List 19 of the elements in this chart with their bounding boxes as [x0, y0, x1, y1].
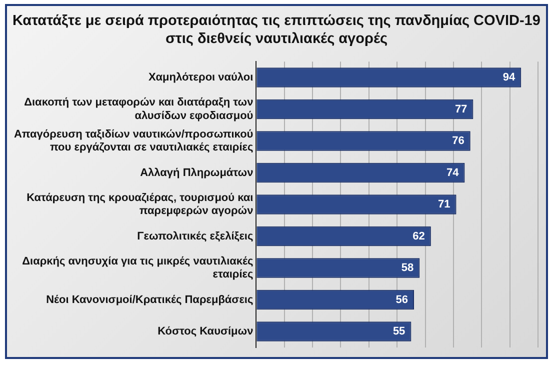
data-label: 76 [452, 135, 464, 148]
data-label: 62 [412, 230, 425, 242]
data-label: 77 [454, 103, 468, 116]
y-tick-label: Γεωπολιτικές εξελίξεις [137, 230, 254, 242]
data-label: 56 [396, 294, 408, 306]
chart-title: Κατατάξτε με σειρά προτεραιότητας τις επιπτώσεις της πανδημίας COVID-19 στις διεθνείς ναυτιλιακές αγορές [12, 12, 542, 48]
y-tick-label: Κόστος Καυσίμων [158, 326, 254, 338]
y-tick-label: Διακοπή των μεταφορών και διατάραξη των αλυσίδων εφοδιασμού [24, 96, 254, 122]
y-tick-label: Αλλαγή Πληρωμάτων [140, 166, 254, 179]
data-label: 74 [446, 166, 460, 179]
y-tick-label: Διαρκής ανησυχία για τις μικρές ναυτιλιακές εταιρίες [22, 255, 254, 281]
data-label: 71 [438, 198, 450, 211]
y-tick-label: Χαμηλότεροι ναύλοι [148, 72, 254, 84]
y-tick-label: Κατάρευση της κρουαζιέρας, τουρισμού και παρεμφερών αγορών [26, 192, 254, 218]
data-label: 94 [502, 72, 516, 84]
y-tick-label: Νέοι Κανονισμοί/Κρατικές Παρεμβάσεις [46, 294, 254, 306]
data-label: 55 [392, 326, 406, 338]
y-tick-label: Απαγόρευση ταξιδίων ναυτικών/προσωπικού που εργάζονται σε ναυτιλιακές εταιρίες [14, 128, 254, 154]
data-label: 58 [401, 262, 414, 274]
